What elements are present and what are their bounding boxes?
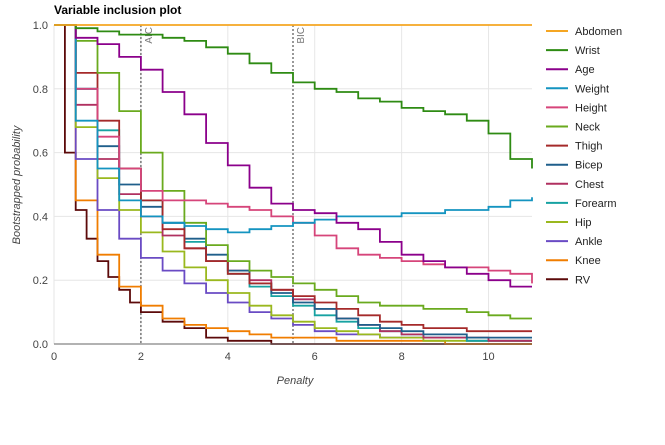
series-line-bicep xyxy=(54,24,532,339)
y-tick-label: 0.8 xyxy=(33,84,48,96)
legend-label-height: Height xyxy=(575,102,607,114)
x-tick-label: 4 xyxy=(225,351,231,363)
legend-label-hip: Hip xyxy=(575,217,592,229)
legend-label-ankle: Ankle xyxy=(575,236,603,248)
x-tick-label: 6 xyxy=(312,351,318,363)
legend-label-knee: Knee xyxy=(575,255,601,267)
x-axis-title: Penalty xyxy=(277,375,315,387)
legend-label-rv: RV xyxy=(575,274,591,286)
legend-label-neck: Neck xyxy=(575,122,601,134)
legend-label-abdomen: Abdomen xyxy=(575,26,622,38)
y-tick-label: 1.0 xyxy=(33,20,48,32)
axes: 0.0 0.2 0.4 0.6 0.8 1.0 0 2 4 6 8 10 xyxy=(33,20,532,363)
x-tick-label: 10 xyxy=(482,351,494,363)
chart-title: Variable inclusion plot xyxy=(54,3,181,17)
x-tick-label: 0 xyxy=(51,351,57,363)
x-tick-label: 8 xyxy=(399,351,405,363)
series-line-neck xyxy=(54,24,532,320)
series-lines xyxy=(54,24,533,345)
y-tick-label: 0.0 xyxy=(33,339,48,351)
series-line-weight xyxy=(54,24,533,234)
legend-label-forearm: Forearm xyxy=(575,198,617,210)
series-line-age xyxy=(54,24,532,288)
legend-label-thigh: Thigh xyxy=(575,141,603,153)
x-tick-label: 2 xyxy=(138,351,144,363)
legend-label-wrist: Wrist xyxy=(575,45,600,57)
legend-label-bicep: Bicep xyxy=(575,160,603,172)
series-line-wrist xyxy=(54,24,533,169)
legend-label-weight: Weight xyxy=(575,83,609,95)
y-tick-label: 0.6 xyxy=(33,148,48,160)
y-axis-title: Bootstrapped probability xyxy=(11,124,23,244)
annotation-label-bic: BIC xyxy=(296,27,307,44)
legend: Abdomen Wrist Age Weight Height Neck Thigh Bice… xyxy=(546,26,622,286)
y-tick-label: 0.2 xyxy=(33,275,48,287)
y-tick-label: 0.4 xyxy=(33,211,48,223)
series-line-hip xyxy=(54,24,532,342)
legend-label-chest: Chest xyxy=(575,179,604,191)
legend-label-age: Age xyxy=(575,64,595,76)
